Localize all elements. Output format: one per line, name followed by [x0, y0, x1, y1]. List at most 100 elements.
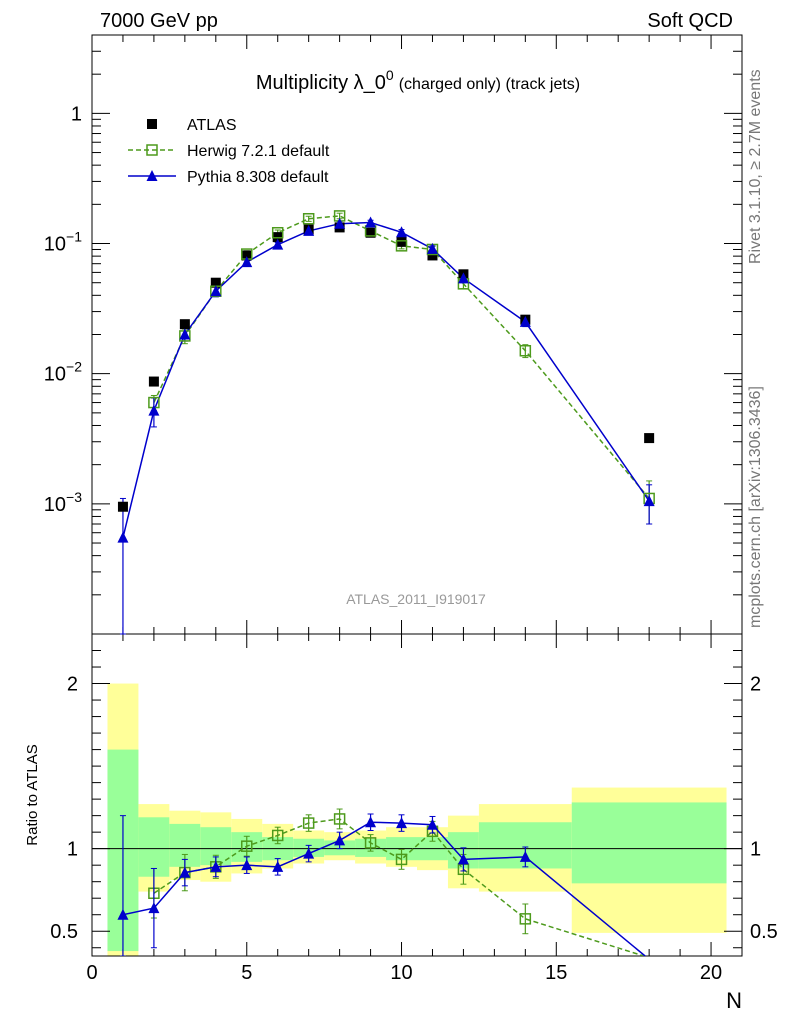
series-line-main [122, 221, 650, 538]
main-ticks [91, 34, 743, 635]
series-line-ratio [122, 821, 647, 956]
xtick-label: 15 [545, 962, 567, 984]
chart-title-main: Multiplicity λ_0 [256, 72, 386, 94]
main-ytick-labels: 10−310−210−11 [44, 103, 82, 515]
pythia-point [643, 495, 655, 507]
pythia-point [334, 217, 346, 229]
inner-band-bin [138, 817, 170, 877]
ratio-ytick-label: 0.5 [50, 921, 78, 943]
herwig-point [302, 817, 315, 829]
main-ytick-label: 10−1 [44, 229, 82, 256]
mcplots-label: mcplots.cern.ch [arXiv:1306.3436] [747, 386, 764, 628]
atlas-point [427, 250, 438, 261]
herwig-point [241, 840, 253, 852]
pythia-point [148, 404, 160, 416]
ratio-ytick-label-right: 0.5 [750, 921, 778, 943]
pythia-point [365, 816, 377, 828]
chart-title-sup: 0 [386, 67, 394, 83]
ratio-ytick-label-right: 2 [750, 674, 761, 696]
main-ytick-label: 10−3 [44, 489, 82, 516]
herwig-point [271, 226, 284, 239]
main-ytick-label-exp: −2 [66, 359, 82, 375]
pythia-point [272, 238, 284, 250]
pythia-point [117, 908, 129, 920]
herwig-point [302, 212, 315, 225]
ratio-ytick-label: 2 [67, 674, 78, 696]
process-label: Soft QCD [647, 10, 733, 32]
pythia-point [303, 847, 315, 859]
pythia-point [457, 853, 469, 865]
xtick-label: 20 [700, 962, 722, 984]
pythia-point [241, 256, 253, 268]
legend: ATLAS Herwig 7.2.1 default Pythia 8.308 de… [128, 117, 330, 186]
pythia-point [365, 216, 377, 228]
herwig-point [519, 913, 532, 925]
main-ytick-label-exp: −3 [66, 489, 82, 505]
rivet-label: Rivet 3.1.10, ≥ 2.7M events [747, 69, 764, 264]
legend-label: Pythia 8.308 default [187, 169, 329, 186]
xlabel: N [726, 988, 742, 1013]
main-ytick-label: 1 [71, 103, 82, 125]
pythia-point [426, 242, 438, 254]
pythia-point [179, 866, 191, 878]
atlas-point [365, 227, 376, 238]
main-ytick-label-base: 10 [44, 364, 66, 386]
herwig-point [395, 853, 408, 866]
ratio-data [117, 808, 647, 956]
pythia-point [396, 226, 408, 238]
pythia-point [519, 850, 531, 862]
series-line-main [153, 215, 650, 499]
pythia-point [117, 531, 129, 543]
xtick-labels: 0 5 10 15 20 [86, 962, 722, 984]
pythia-point [303, 224, 315, 236]
pythia-point [210, 860, 222, 872]
pythia-point [146, 170, 158, 181]
herwig-point [271, 829, 284, 842]
atlas-point [396, 236, 407, 247]
pythia-point [334, 834, 346, 846]
atlas-point [117, 501, 128, 512]
ratio-uncertainty-bands [107, 683, 727, 956]
legend-label: Herwig 7.2.1 default [187, 143, 330, 160]
herwig-point [333, 813, 346, 825]
xtick-label: 10 [390, 962, 412, 984]
main-ytick-label-base: 1 [71, 103, 82, 125]
pythia-point [396, 817, 408, 829]
atlas-point [147, 119, 157, 129]
herwig-point [519, 345, 532, 357]
herwig-point [364, 837, 377, 849]
atlas-point [179, 319, 190, 330]
pythia-point [210, 285, 222, 297]
pythia-point [148, 902, 160, 914]
ratio-panel-frame [91, 633, 743, 957]
atlas-point [644, 433, 655, 444]
main-data [117, 210, 655, 635]
pythia-point [241, 859, 253, 871]
ratio-ytick-label-right: 1 [750, 839, 761, 861]
pythia-point [426, 818, 438, 830]
ratio-series-group [117, 808, 647, 956]
main-ytick-label-base: 10 [44, 234, 66, 256]
ratio-ytick-label: 1 [67, 839, 78, 861]
chart-title-suffix: (charged only) (track jets) [399, 76, 580, 93]
xtick-label: 5 [241, 962, 252, 984]
main-ytick-label-exp: −1 [66, 229, 82, 245]
beam-label: 7000 GeV pp [100, 10, 218, 32]
ratio-ytick-labels: 0.5 0.5 1 1 2 2 [50, 674, 778, 944]
analysis-watermark: ATLAS_2011_I919017 [346, 591, 486, 607]
chart-title: Multiplicity λ_00 (charged only) (track j… [256, 67, 580, 94]
pythia-point [179, 328, 191, 340]
pythia-point [519, 315, 531, 327]
pythia-point [272, 860, 284, 872]
herwig-point [395, 240, 408, 252]
herwig-point [146, 144, 158, 156]
atlas-point [148, 376, 159, 387]
atlas-point [210, 277, 221, 288]
ratio-ylabel: Ratio to ATLAS [24, 744, 41, 845]
inner-band-bin [571, 802, 727, 884]
main-ytick-label-base: 10 [44, 494, 66, 516]
pythia-point [457, 272, 469, 284]
legend-label: ATLAS [187, 117, 237, 134]
xtick-label: 0 [86, 962, 97, 984]
